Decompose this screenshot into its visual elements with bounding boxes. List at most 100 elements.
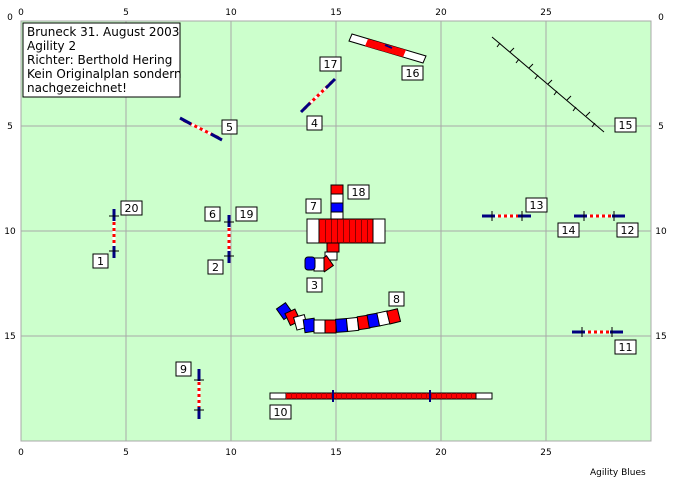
jump-13: [482, 211, 531, 221]
tick-bottom-20: 20: [435, 448, 447, 458]
tick-top-15: 15: [330, 8, 341, 18]
aframe-7-contact-left: [306, 218, 320, 244]
tunnel-18-white: [330, 193, 344, 204]
tick-top-10: 10: [225, 8, 237, 18]
weave-15-pole: [496, 42, 501, 48]
dogwalk-10: [269, 390, 493, 402]
label-18-text: 18: [352, 186, 366, 199]
tick-bottom-10: 10: [225, 448, 237, 458]
aframe-7: [306, 218, 386, 244]
label-3: 3: [306, 277, 323, 293]
axis-bottom: 0 5 10 15 20 25: [18, 448, 552, 458]
label-12-text: 12: [621, 224, 635, 237]
label-8-box: [388, 291, 405, 307]
label-9-text: 9: [180, 363, 187, 376]
label-20-box: [120, 200, 143, 216]
tick-left-10: 10: [4, 227, 16, 237]
info-line-3: Richter: Berthold Hering: [27, 53, 172, 67]
jump-5-wing-b: [210, 132, 223, 142]
obstacle-16: [348, 33, 427, 64]
label-7: 7: [305, 198, 322, 214]
weave-15-pole: [534, 74, 539, 80]
weave-15-line: [491, 36, 605, 133]
label-4: 4: [306, 115, 323, 131]
tunnel-8: [275, 301, 402, 334]
info-line-4: Kein Originalplan sondern: [27, 67, 182, 81]
label-6-box: [204, 206, 221, 222]
weave-15-pole: [528, 63, 534, 69]
info-frame: [22, 22, 181, 98]
label-8: 8: [388, 291, 405, 307]
tunnel-8-seg: [324, 319, 337, 334]
jump-11: [572, 327, 623, 337]
aframe-7-contact-right: [372, 218, 386, 244]
number-labels: 1 2 3 4 5 6 7 8: [92, 56, 639, 420]
tunnel-8-seg: [313, 319, 326, 334]
tunnel-8-seg: [345, 316, 360, 333]
tunnel-18-red-top: [330, 184, 344, 195]
label-1-box: [92, 253, 109, 269]
label-4-text: 4: [311, 117, 318, 130]
weave-15-pole: [572, 106, 577, 112]
label-7-box: [305, 198, 322, 214]
label-5: 5: [221, 119, 238, 135]
weave-15-pole: [553, 90, 558, 96]
jump-4: [299, 77, 337, 114]
dogwalk-10-contact-right: [475, 392, 493, 400]
tunnel-8-seg: [335, 318, 349, 333]
label-3-text: 3: [311, 279, 318, 292]
tunnel-18-blue: [330, 202, 344, 213]
label-9-box: [175, 361, 192, 377]
weave-15-pole: [515, 58, 520, 64]
label-13-box: [525, 197, 548, 213]
label-15: 15: [614, 117, 637, 133]
label-11: 11: [614, 339, 637, 355]
label-5-text: 5: [226, 121, 233, 134]
tunnel-18: [330, 184, 344, 220]
label-10-text: 10: [274, 406, 288, 419]
jump-5: [179, 116, 223, 142]
tick-left-15: 15: [4, 332, 15, 342]
label-5-box: [221, 119, 238, 135]
label-2-box: [207, 259, 224, 275]
label-14-box: [557, 222, 580, 238]
tick-bottom-0: 0: [18, 448, 24, 458]
info-box: Bruneck 31. August 2003 Agility 2 Richte…: [22, 22, 182, 98]
tick-top-25: 25: [540, 8, 551, 18]
label-3-box: [306, 277, 323, 293]
dogwalk-10-contact-left: [269, 392, 287, 400]
brand-text: Agility Blues: [590, 468, 646, 478]
tick-left-0: 0: [7, 13, 13, 23]
label-11-box: [614, 339, 637, 355]
weave-15-pole: [509, 47, 515, 53]
label-14: 14: [557, 222, 580, 238]
label-17-box: [319, 56, 342, 72]
jump-2: [224, 215, 234, 263]
jump-9: [194, 369, 204, 419]
tunnel-3-seg: [324, 251, 338, 261]
obstacle-16-mark: [384, 44, 393, 49]
jump-4-wing-b: [324, 77, 337, 90]
tick-right-0: 0: [658, 13, 664, 23]
label-12: 12: [616, 222, 639, 238]
tunnel-8-seg: [386, 308, 402, 325]
label-1: 1: [92, 253, 109, 269]
tick-right-10: 10: [655, 227, 667, 237]
tick-bottom-5: 5: [123, 448, 129, 458]
tick-left-5: 5: [7, 122, 13, 132]
jump-4-wing-a: [299, 101, 312, 114]
label-16-text: 16: [406, 67, 420, 80]
tick-top-0: 0: [18, 8, 24, 18]
tick-bottom-25: 25: [540, 448, 551, 458]
label-1-text: 1: [97, 255, 104, 268]
label-10: 10: [269, 404, 292, 420]
info-line-2: Agility 2: [27, 39, 76, 53]
tick-bottom-15: 15: [330, 448, 341, 458]
label-16-box: [401, 65, 424, 81]
info-line-5: nachgezeichnet!: [27, 81, 127, 95]
label-2: 2: [207, 259, 224, 275]
axis-top: 0 5 10 15 20 25: [18, 8, 552, 18]
label-7-text: 7: [310, 200, 317, 213]
label-15-text: 15: [619, 119, 633, 132]
label-17-text: 17: [324, 58, 338, 71]
